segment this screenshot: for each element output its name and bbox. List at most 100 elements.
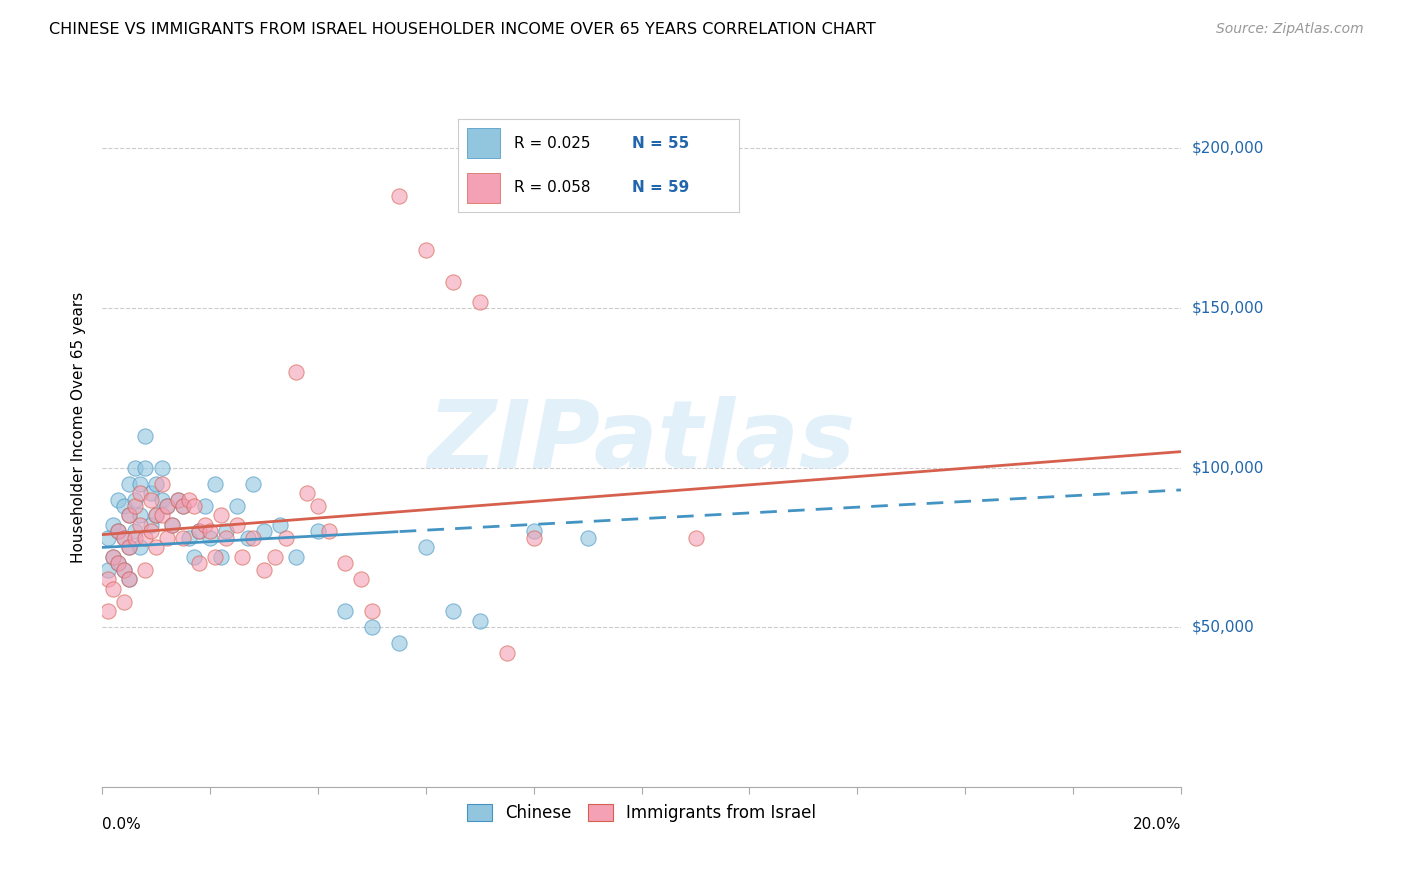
Point (236, 531, 259, 545)
Point (215, 531, 238, 545)
Point (333, 557, 356, 571)
Point (468, 294, 491, 309)
Point (129, 476, 152, 491)
Point (107, 557, 129, 571)
Point (124, 499, 146, 513)
Point (166, 492, 188, 507)
Text: CHINESE VS IMMIGRANTS FROM ISRAEL HOUSEHOLDER INCOME OVER 65 YEARS CORRELATION C: CHINESE VS IMMIGRANTS FROM ISRAEL HOUSEH… (49, 22, 876, 37)
Point (139, 518, 162, 533)
Point (112, 595, 135, 609)
Text: $200,000: $200,000 (1192, 141, 1264, 156)
Point (350, 572, 373, 586)
Point (318, 524, 340, 539)
Point (523, 524, 546, 539)
Point (198, 531, 221, 545)
Point (307, 499, 329, 513)
Point (129, 486, 152, 500)
Point (124, 460, 146, 475)
Point (388, 636, 411, 650)
Point (295, 486, 318, 500)
Point (188, 557, 211, 571)
Point (97, 604, 120, 618)
Point (134, 460, 156, 475)
Point (172, 499, 194, 513)
Point (172, 499, 194, 513)
Point (118, 541, 141, 555)
Point (685, 531, 707, 545)
Point (209, 549, 232, 564)
Point (150, 492, 173, 507)
Point (112, 531, 135, 545)
Point (242, 476, 264, 491)
Text: Source: ZipAtlas.com: Source: ZipAtlas.com (1216, 22, 1364, 37)
Point (253, 563, 276, 577)
Point (188, 524, 211, 539)
Point (101, 549, 124, 564)
Point (112, 531, 135, 545)
Text: ZIPatlas: ZIPatlas (427, 396, 856, 488)
Point (139, 486, 162, 500)
Point (118, 508, 141, 523)
Point (226, 499, 249, 513)
Point (129, 541, 152, 555)
Text: $50,000: $50,000 (1192, 620, 1254, 635)
Point (172, 531, 194, 545)
Point (118, 508, 141, 523)
Point (101, 582, 124, 596)
Point (145, 541, 167, 555)
Point (495, 646, 517, 660)
Y-axis label: Householder Income Over 65 years: Householder Income Over 65 years (72, 292, 86, 564)
Point (97, 572, 120, 586)
Point (139, 524, 162, 539)
Point (274, 531, 297, 545)
Point (285, 549, 308, 564)
Point (194, 499, 217, 513)
Point (263, 549, 285, 564)
Point (129, 508, 152, 523)
Point (156, 531, 179, 545)
Point (139, 492, 162, 507)
Point (101, 549, 124, 564)
Point (156, 499, 179, 513)
Point (150, 476, 173, 491)
Point (361, 620, 384, 634)
Point (204, 549, 226, 564)
Point (285, 365, 308, 379)
Point (150, 460, 173, 475)
Point (156, 499, 179, 513)
Point (112, 499, 135, 513)
Point (361, 604, 384, 618)
Point (107, 524, 129, 539)
Point (226, 518, 249, 533)
Point (307, 524, 329, 539)
Point (576, 531, 599, 545)
Point (523, 531, 546, 545)
Text: 0.0%: 0.0% (103, 817, 141, 832)
Point (134, 531, 156, 545)
Point (162, 518, 184, 533)
Point (415, 541, 437, 555)
Point (388, 189, 411, 203)
Point (177, 492, 200, 507)
Point (183, 499, 205, 513)
Point (112, 563, 135, 577)
Point (124, 524, 146, 539)
Point (101, 518, 124, 533)
Point (118, 572, 141, 586)
Point (145, 508, 167, 523)
Point (441, 276, 464, 290)
Text: $100,000: $100,000 (1192, 460, 1264, 475)
Point (97, 563, 120, 577)
Point (118, 572, 141, 586)
Point (134, 563, 156, 577)
Point (112, 563, 135, 577)
Point (468, 614, 491, 628)
Point (269, 518, 291, 533)
Point (107, 557, 129, 571)
Text: 20.0%: 20.0% (1133, 817, 1181, 832)
Point (188, 524, 211, 539)
Point (145, 476, 167, 491)
Point (177, 531, 200, 545)
Point (183, 549, 205, 564)
Point (198, 524, 221, 539)
